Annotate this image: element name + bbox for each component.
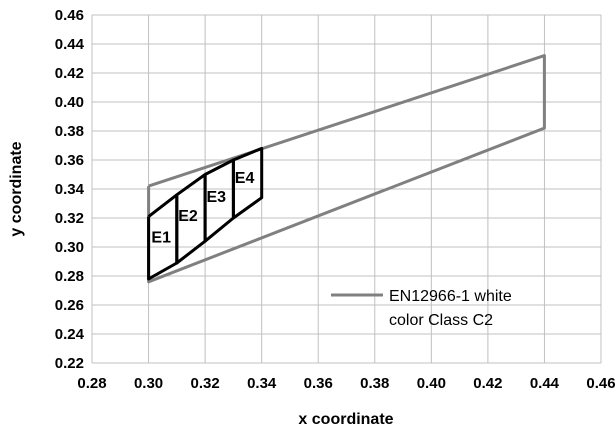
y-axis-title: y coordinate [8,141,25,236]
legend-label-line-1: EN12966-1 white [389,288,512,305]
x-tick-labels: 0.28 0.30 0.32 0.34 0.36 0.38 0.40 0.42 0.44 0.46 [77,375,615,392]
y-tick-label: 0.38 [55,123,84,140]
x-tick-label: 0.34 [247,375,277,392]
y-tick-label: 0.36 [55,152,84,169]
x-tick-label: 0.42 [473,375,502,392]
x-axis-title: x coordinate [298,411,393,428]
region-label-e2: E2 [178,208,198,225]
y-tick-labels: 0.22 0.24 0.26 0.28 0.30 0.32 0.34 0.36 0.38 0.40… [55,7,85,372]
x-tick-label: 0.30 [134,375,163,392]
region-label-e1: E1 [151,230,171,247]
y-tick-label: 0.26 [55,297,84,314]
y-tick-label: 0.24 [55,326,85,343]
series-line-1 [147,54,546,284]
x-tick-label: 0.44 [530,375,560,392]
series-layer [147,54,546,284]
y-tick-label: 0.30 [55,239,84,256]
y-tick-label: 0.32 [55,210,84,227]
y-tick-label: 0.42 [55,65,84,82]
y-tick-label: 0.46 [55,7,84,24]
x-tick-label: 0.32 [191,375,220,392]
region-e4 [231,146,264,220]
legend: EN12966-1 white color Class C2 [331,288,512,329]
regions-layer: E1 E2 E3 E4 [147,146,264,281]
y-tick-label: 0.44 [55,36,85,53]
x-tick-label: 0.46 [586,375,615,392]
y-tick-label: 0.34 [55,181,85,198]
gridlines [91,14,602,364]
x-tick-label: 0.38 [360,375,389,392]
x-tick-label: 0.28 [77,375,106,392]
region-label-e3: E3 [207,189,227,206]
y-tick-label: 0.28 [55,268,84,285]
y-tick-label: 0.22 [55,355,84,372]
region-label-e4: E4 [235,170,255,187]
x-tick-label: 0.36 [304,375,333,392]
legend-label-line-2: color Class C2 [389,312,493,329]
x-tick-label: 0.40 [417,375,446,392]
y-tick-label: 0.40 [55,94,84,111]
